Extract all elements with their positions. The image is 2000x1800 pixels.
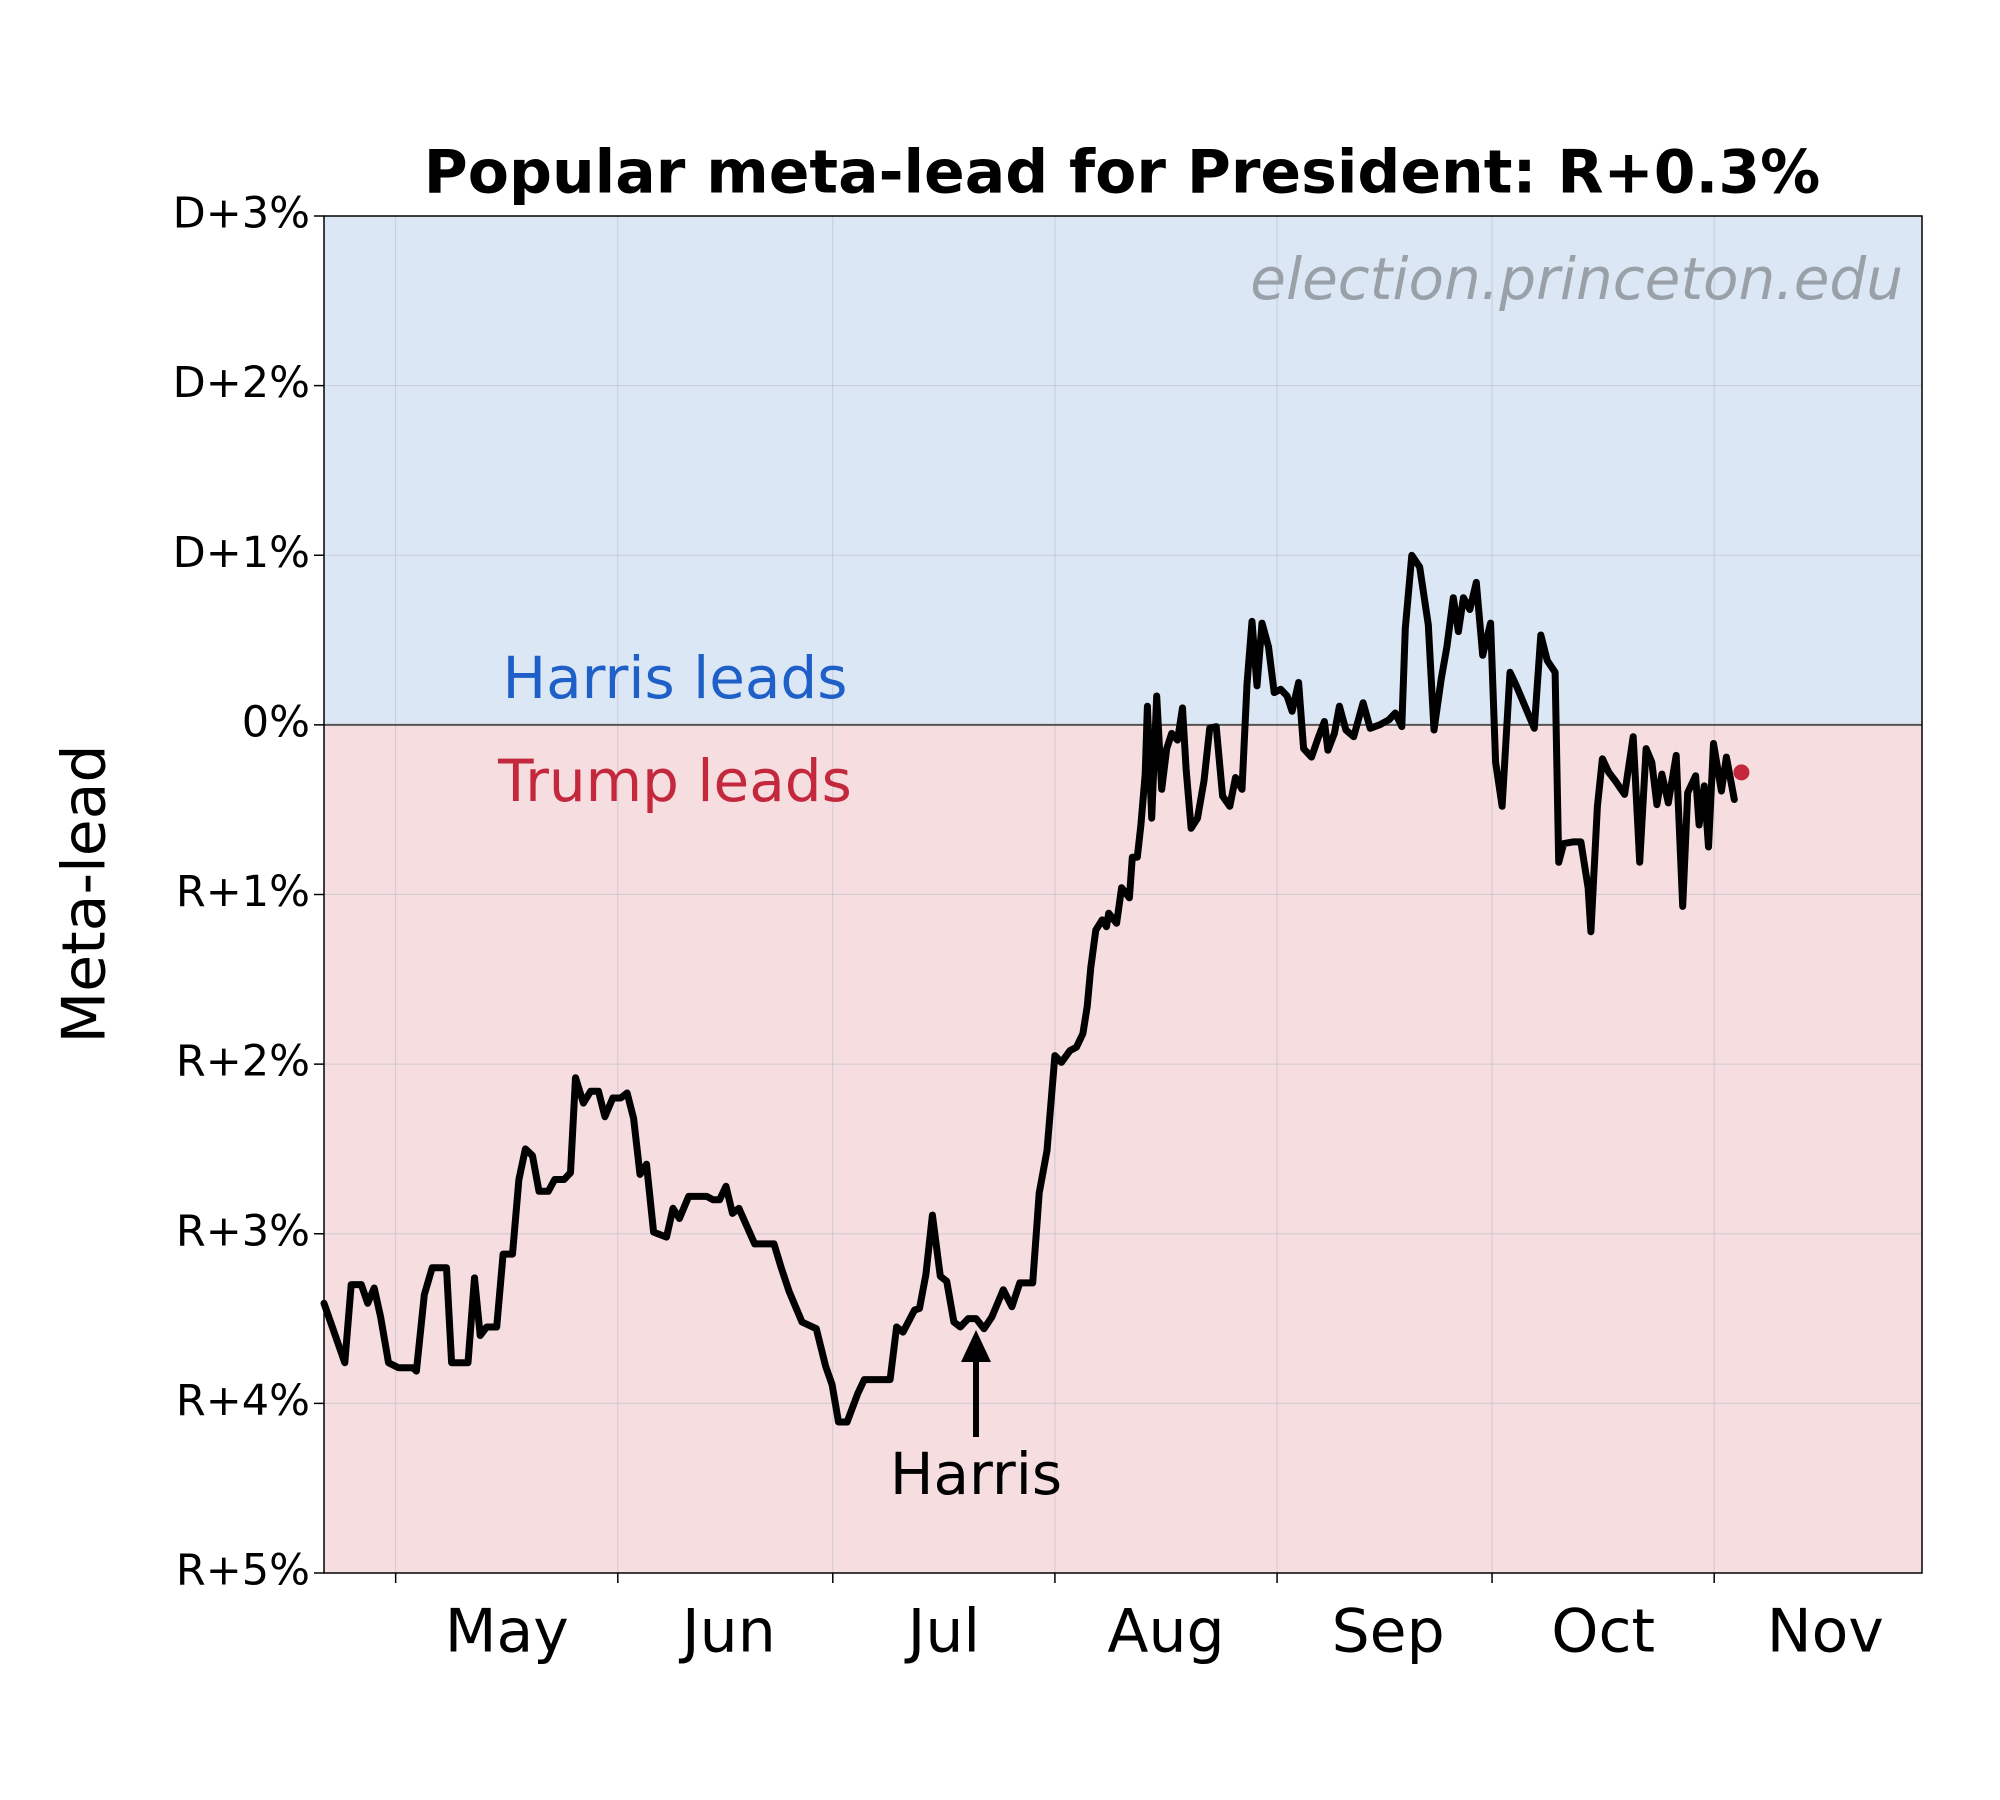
- y-tick-label: D+2%: [173, 358, 310, 408]
- x-tick-label: Nov: [1767, 1597, 1884, 1667]
- y-axis-label: Meta-lead: [50, 744, 120, 1043]
- lower-annotation: Trump leads: [497, 747, 852, 815]
- latest-point: [1733, 764, 1750, 781]
- x-tick-label: Jun: [678, 1597, 776, 1667]
- lower-region: [324, 724, 1922, 1573]
- y-tick-label: R+2%: [176, 1037, 310, 1087]
- y-tick-label: R+5%: [176, 1546, 310, 1596]
- y-tick-label: D+3%: [173, 189, 310, 239]
- y-tick-label: R+3%: [176, 1206, 310, 1256]
- x-tick-label: Aug: [1107, 1597, 1224, 1667]
- y-tick-label: R+4%: [176, 1376, 310, 1426]
- y-tick-label: R+1%: [176, 867, 310, 917]
- x-tick-label: Jul: [904, 1597, 980, 1667]
- watermark: election.princeton.edu: [1250, 245, 1903, 313]
- labels: Popular meta-lead for President: R+0.3% …: [50, 138, 1903, 1667]
- marks: [320, 551, 1750, 1426]
- upper-region: [324, 216, 1922, 725]
- grid: [314, 215, 1923, 1583]
- event-annotation: Harris: [890, 1440, 1062, 1508]
- chart-title: Popular meta-lead for President: R+0.3%: [424, 138, 1820, 208]
- event-arrow-head: [961, 1330, 991, 1362]
- y-tick-label: D+1%: [173, 528, 310, 578]
- plot-frame: [323, 215, 1923, 1574]
- x-tick-label: Oct: [1551, 1597, 1655, 1667]
- y-tick-label: 0%: [242, 697, 310, 747]
- x-tick-label: Sep: [1332, 1597, 1445, 1667]
- x-tick-label: May: [445, 1597, 569, 1667]
- plot-background: [324, 216, 1922, 1573]
- upper-annotation: Harris leads: [503, 644, 848, 712]
- meta-lead-line: [320, 551, 1738, 1426]
